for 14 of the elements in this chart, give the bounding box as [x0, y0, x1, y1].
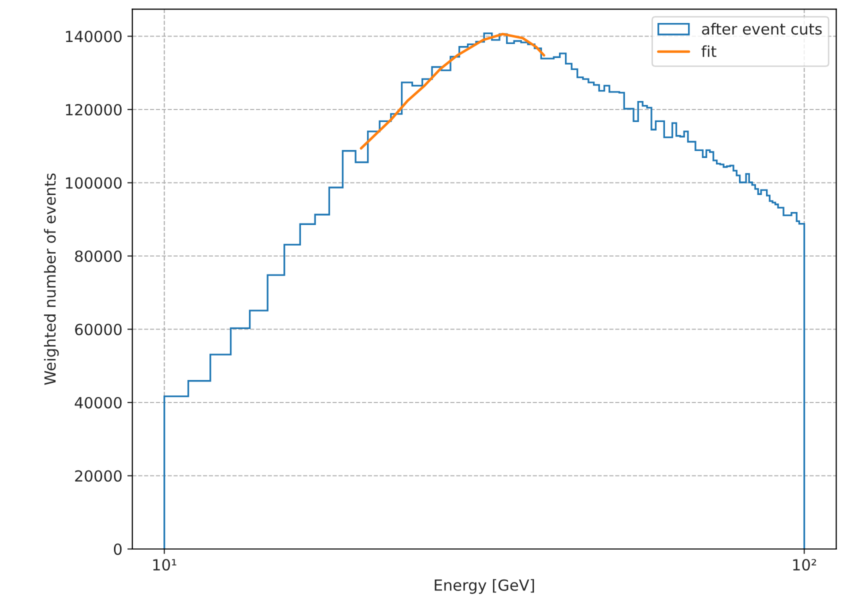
x-tick-label: 10¹ — [153, 558, 176, 571]
legend-label: fit — [701, 45, 716, 57]
y-tick-label: 40000 — [74, 396, 122, 409]
x-tick-label: 10² — [793, 558, 816, 571]
legend-label: after event cuts — [702, 22, 822, 35]
y-axis-title: Weighted number of events — [44, 173, 59, 385]
y-tick-label: 120000 — [66, 104, 122, 116]
y-tick-label: 100000 — [66, 177, 122, 189]
y-tick-label: 80000 — [75, 250, 122, 262]
x-axis-title: Energy [GeV] — [434, 579, 534, 594]
y-tick-label: 140000 — [66, 30, 122, 42]
y-tick-label: 20000 — [75, 470, 122, 482]
y-tick-label: 0 — [114, 543, 122, 556]
y-tick-label: 60000 — [75, 324, 122, 336]
